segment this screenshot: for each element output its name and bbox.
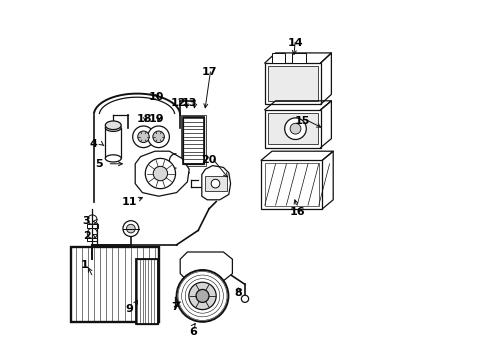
Polygon shape [72, 247, 159, 322]
Circle shape [145, 158, 175, 189]
Circle shape [153, 131, 164, 143]
Bar [265, 110, 320, 148]
Text: 14: 14 [288, 38, 303, 48]
Circle shape [189, 282, 216, 310]
Circle shape [153, 166, 168, 181]
Ellipse shape [105, 124, 121, 131]
Bar [265, 163, 319, 206]
Text: 8: 8 [234, 288, 242, 298]
Bar [205, 176, 227, 191]
Bar [269, 66, 318, 101]
Circle shape [176, 270, 228, 322]
Text: 2: 2 [83, 231, 91, 241]
Circle shape [126, 224, 135, 233]
Polygon shape [180, 252, 232, 281]
Ellipse shape [105, 121, 121, 130]
Bar [265, 63, 320, 104]
Text: 17: 17 [201, 67, 217, 77]
Circle shape [285, 118, 306, 140]
Text: 13: 13 [181, 98, 197, 108]
Text: 5: 5 [96, 159, 103, 169]
Circle shape [138, 131, 149, 143]
Polygon shape [136, 259, 158, 324]
Polygon shape [87, 224, 98, 228]
Bar [181, 115, 206, 166]
Circle shape [242, 295, 248, 302]
Text: 9: 9 [125, 303, 133, 314]
Text: 4: 4 [90, 139, 98, 149]
Text: 19: 19 [149, 114, 165, 124]
Bar [269, 113, 318, 144]
Text: 18: 18 [136, 114, 152, 124]
Text: 6: 6 [189, 327, 197, 337]
Circle shape [88, 215, 97, 224]
Text: 12: 12 [171, 98, 186, 108]
Bar [272, 53, 285, 63]
Bar [261, 160, 322, 209]
Circle shape [196, 289, 209, 302]
Text: 15: 15 [295, 116, 310, 126]
Polygon shape [87, 238, 98, 241]
Text: 20: 20 [201, 155, 217, 165]
Bar [105, 128, 121, 158]
Text: 10: 10 [149, 92, 165, 102]
Polygon shape [135, 151, 189, 196]
Text: 1: 1 [81, 260, 89, 270]
Circle shape [123, 221, 139, 237]
Bar [183, 117, 204, 164]
Text: 16: 16 [290, 207, 305, 217]
Text: 11: 11 [122, 197, 137, 207]
Circle shape [148, 126, 170, 148]
Polygon shape [202, 166, 231, 200]
Circle shape [290, 123, 301, 134]
Circle shape [211, 179, 220, 188]
Circle shape [87, 228, 98, 238]
Bar [183, 117, 204, 164]
Bar [292, 53, 306, 63]
Circle shape [133, 126, 154, 148]
Text: 3: 3 [83, 216, 91, 226]
Ellipse shape [105, 155, 121, 162]
Text: 7: 7 [171, 302, 179, 312]
